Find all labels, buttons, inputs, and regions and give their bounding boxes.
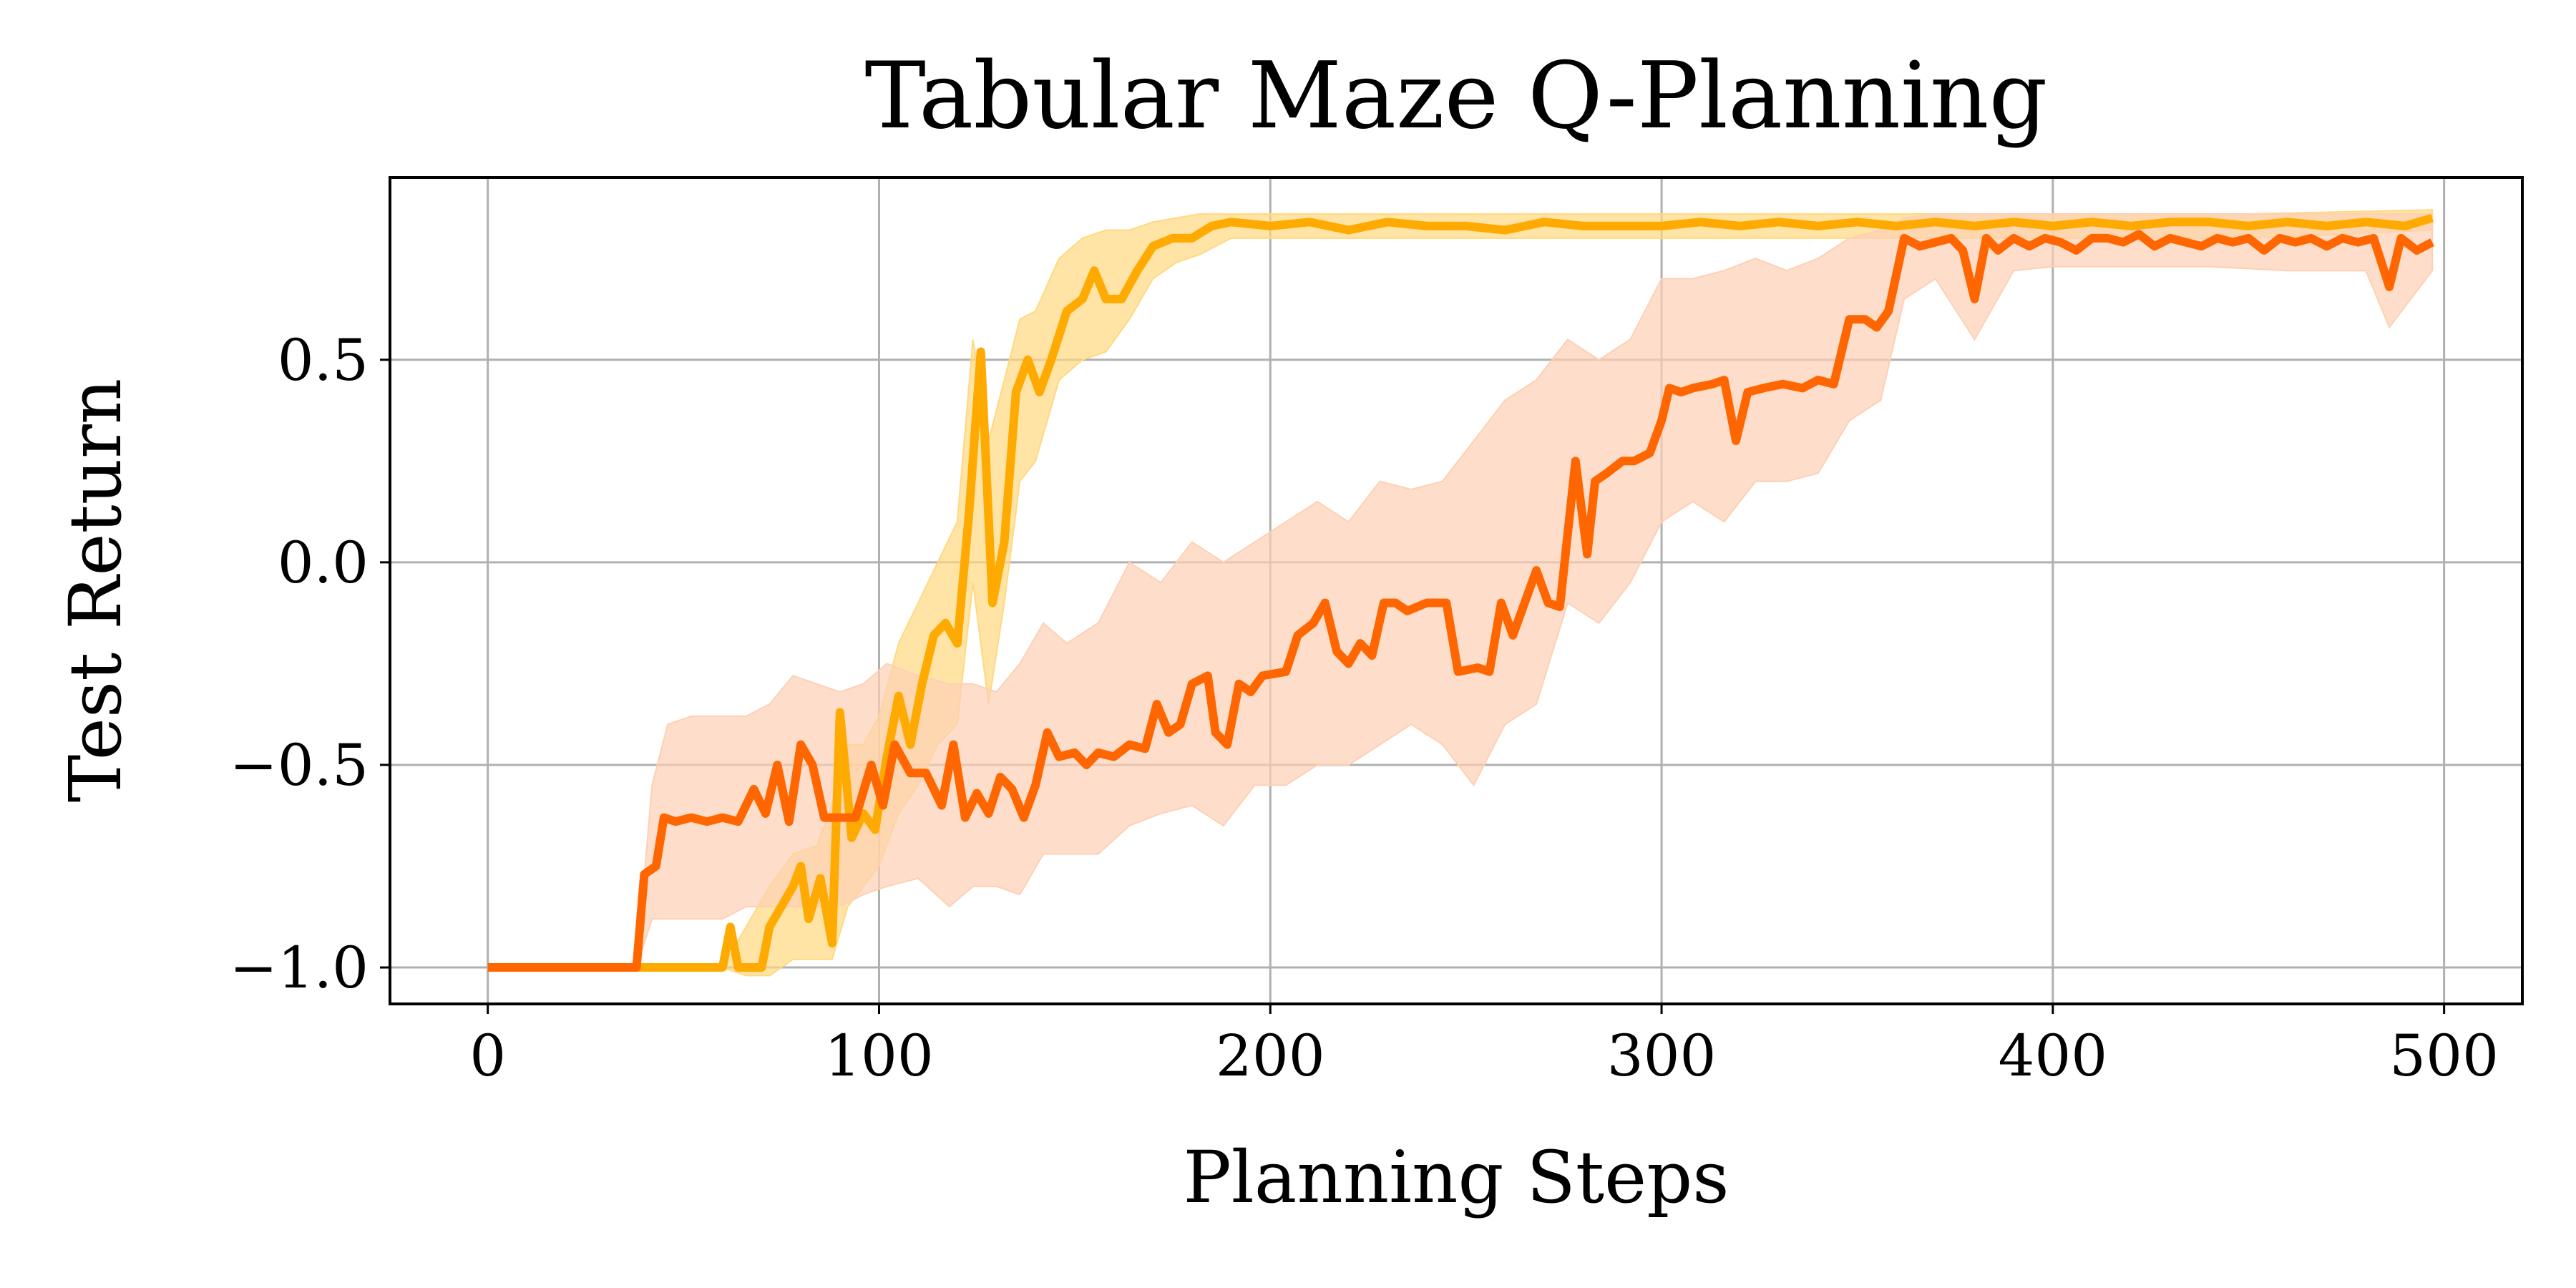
y-tick-label: −0.5 — [230, 732, 369, 799]
y-axis-label: Test Return — [54, 379, 137, 803]
x-tick-label: 100 — [824, 1023, 934, 1089]
plot-frame — [389, 176, 2524, 1005]
y-tick-label: −1.0 — [230, 935, 369, 1001]
series-2-line — [487, 230, 2434, 972]
y-tick-label: 0.5 — [278, 327, 369, 394]
y-tick-label: 0.0 — [278, 530, 369, 596]
x-axis-label: Planning Steps — [1183, 1136, 1729, 1219]
y-axis-ticks: −1.0 −0.5 0.0 0.5 — [230, 327, 390, 1001]
x-tick-label: 500 — [2389, 1023, 2499, 1089]
x-tick-label: 300 — [1607, 1023, 1717, 1089]
x-tick-label: 0 — [469, 1023, 506, 1089]
chart-title: Tabular Maze Q-Planning — [865, 43, 2048, 150]
x-axis-ticks: 0 100 200 300 400 500 — [469, 1004, 2499, 1089]
x-tick-label: 200 — [1216, 1023, 1325, 1089]
series-lines — [487, 213, 2434, 972]
series-1-line — [487, 213, 2434, 972]
x-tick-label: 400 — [1999, 1023, 2108, 1089]
